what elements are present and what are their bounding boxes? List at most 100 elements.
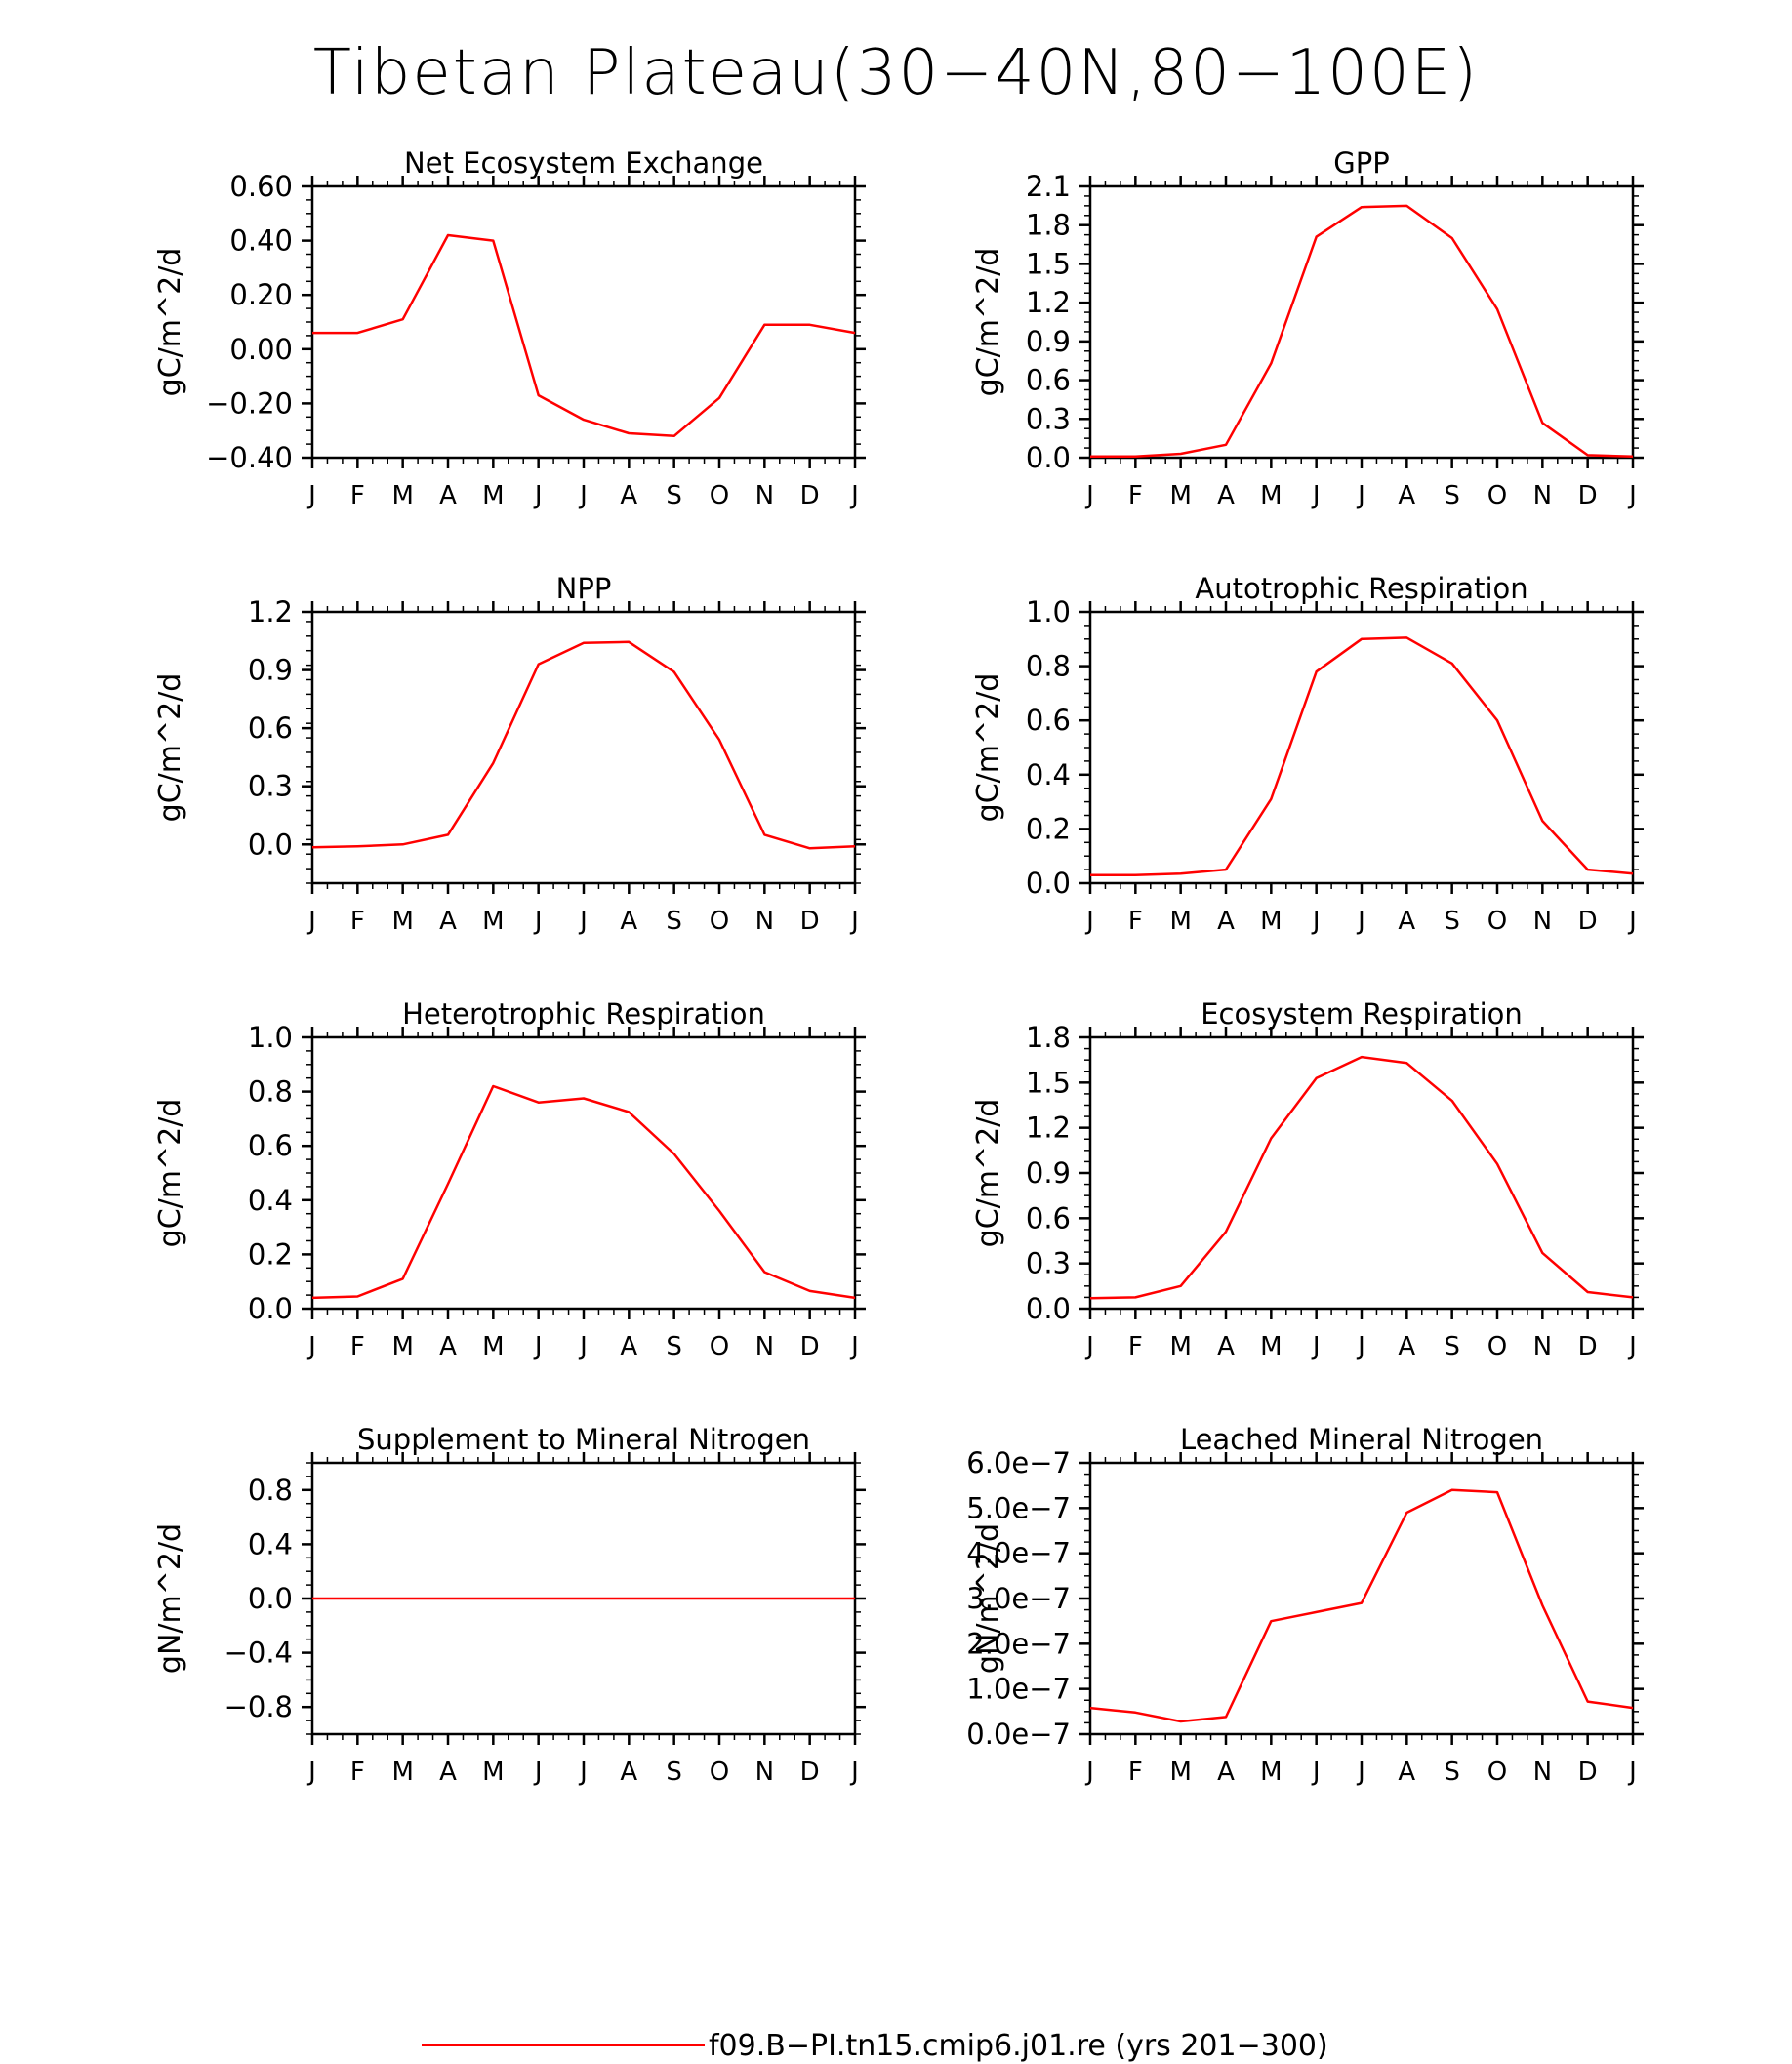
x-tick-label: M xyxy=(482,1758,504,1787)
y-axis-label: gC/m^2/d xyxy=(153,673,187,823)
y-axis-label: gC/m^2/d xyxy=(153,248,187,397)
x-tick-label: M xyxy=(391,907,413,936)
y-tick-label: 0.8 xyxy=(248,1075,293,1109)
y-tick-label: 0.0 xyxy=(1026,867,1071,900)
x-tick-label: S xyxy=(666,1332,682,1361)
x-tick-label: J xyxy=(1084,907,1094,936)
x-tick-label: F xyxy=(350,1758,365,1787)
y-tick-label: 0.2 xyxy=(248,1237,293,1271)
y-tick-label: 0.3 xyxy=(1026,402,1071,435)
x-tick-label: J xyxy=(1311,481,1321,510)
y-tick-label: −0.8 xyxy=(224,1690,293,1723)
y-tick-label: −0.4 xyxy=(224,1637,293,1670)
plot-frame xyxy=(1088,184,1635,460)
x-tick-label: M xyxy=(482,481,504,510)
y-axis-label: gC/m^2/d xyxy=(971,1099,1005,1248)
x-tick-label: J xyxy=(533,1332,543,1361)
x-tick-label: O xyxy=(1487,907,1507,936)
y-tick-label: 0.00 xyxy=(229,333,293,366)
x-tick-label: S xyxy=(1444,1758,1460,1787)
legend: f09.B−PI.tn15.cmip6.j01.re (yrs 201−300) xyxy=(422,2029,1328,2063)
x-tick-label: J xyxy=(1084,481,1094,510)
series-line xyxy=(1090,204,1634,458)
x-tick-label: D xyxy=(800,1332,820,1361)
x-tick-label: M xyxy=(1169,481,1191,510)
y-tick-label: 1.0 xyxy=(1026,595,1071,628)
chart-title: Ecosystem Respiration xyxy=(1201,997,1523,1031)
x-tick-label: M xyxy=(1260,1758,1282,1787)
x-tick-label: J xyxy=(1356,481,1365,510)
x-tick-label: N xyxy=(1533,481,1552,510)
x-tick-label: F xyxy=(350,1332,365,1361)
x-tick-label: J xyxy=(306,1758,316,1787)
x-tick-label: A xyxy=(1217,1758,1235,1787)
y-tick-label: 1.5 xyxy=(1026,1066,1071,1099)
series-line xyxy=(1089,1488,1634,1723)
x-tick-label: O xyxy=(710,1332,729,1361)
series-line xyxy=(312,233,856,438)
x-tick-label: J xyxy=(849,481,859,510)
y-tick-label: 0.60 xyxy=(229,170,293,203)
y-tick-label: 0.0 xyxy=(248,1292,293,1325)
x-tick-label: M xyxy=(482,907,504,936)
x-tick-label: M xyxy=(391,481,413,510)
y-tick-label: 0.6 xyxy=(248,1129,293,1162)
y-tick-label: 0.6 xyxy=(1026,1201,1071,1234)
x-tick-label: A xyxy=(620,1758,637,1787)
x-tick-label: A xyxy=(620,481,637,510)
y-tick-label: 2.0e−7 xyxy=(966,1627,1071,1660)
x-tick-label: O xyxy=(710,907,729,936)
y-tick-label: 0.20 xyxy=(229,278,293,311)
x-tick-label: D xyxy=(1578,1332,1598,1361)
x-tick-label: M xyxy=(1169,907,1191,936)
y-tick-label: 1.5 xyxy=(1026,247,1071,280)
x-tick-label: J xyxy=(1311,1758,1321,1787)
x-tick-label: O xyxy=(1487,1758,1507,1787)
x-tick-label: F xyxy=(350,907,365,936)
x-tick-label: J xyxy=(306,907,316,936)
x-tick-label: N xyxy=(755,1758,774,1787)
chart-title: Heterotrophic Respiration xyxy=(402,997,765,1031)
x-tick-label: J xyxy=(849,1332,859,1361)
x-tick-label: J xyxy=(849,907,859,936)
x-tick-label: D xyxy=(1578,1758,1598,1787)
plot-frame xyxy=(1088,1035,1635,1311)
y-tick-label: 1.0e−7 xyxy=(966,1673,1071,1706)
y-axis-label: gN/m^2/d xyxy=(153,1523,187,1674)
chart-title: Net Ecosystem Exchange xyxy=(404,146,763,180)
x-tick-label: J xyxy=(578,481,588,510)
x-tick-label: M xyxy=(391,1332,413,1361)
x-tick-label: A xyxy=(1217,481,1235,510)
x-tick-label: J xyxy=(578,1332,588,1361)
x-tick-label: A xyxy=(439,481,457,510)
y-tick-label: 0.0 xyxy=(248,1582,293,1615)
series-line xyxy=(311,640,856,850)
x-tick-label: M xyxy=(1260,907,1282,936)
plot-frame xyxy=(310,610,857,885)
chart-title: GPP xyxy=(1333,146,1389,180)
x-tick-label: F xyxy=(1128,1758,1143,1787)
x-tick-label: O xyxy=(1487,481,1507,510)
y-tick-label: 0.3 xyxy=(1026,1247,1071,1280)
x-tick-label: S xyxy=(1444,907,1460,936)
x-tick-label: J xyxy=(1356,1758,1365,1787)
x-tick-label: F xyxy=(1128,1332,1143,1361)
x-tick-label: J xyxy=(306,1332,316,1361)
y-tick-label: 1.8 xyxy=(1026,209,1071,242)
x-tick-label: F xyxy=(1128,481,1143,510)
x-tick-label: S xyxy=(666,481,682,510)
x-tick-label: S xyxy=(1444,481,1460,510)
x-tick-label: J xyxy=(1311,1332,1321,1361)
x-tick-label: S xyxy=(666,907,682,936)
x-tick-label: D xyxy=(800,907,820,936)
chart-title: Autotrophic Respiration xyxy=(1195,572,1527,605)
y-axis-label: gC/m^2/d xyxy=(971,673,1005,823)
y-tick-label: 6.0e−7 xyxy=(966,1446,1071,1479)
x-tick-label: M xyxy=(1169,1758,1191,1787)
y-tick-label: 0.4 xyxy=(248,1527,293,1560)
